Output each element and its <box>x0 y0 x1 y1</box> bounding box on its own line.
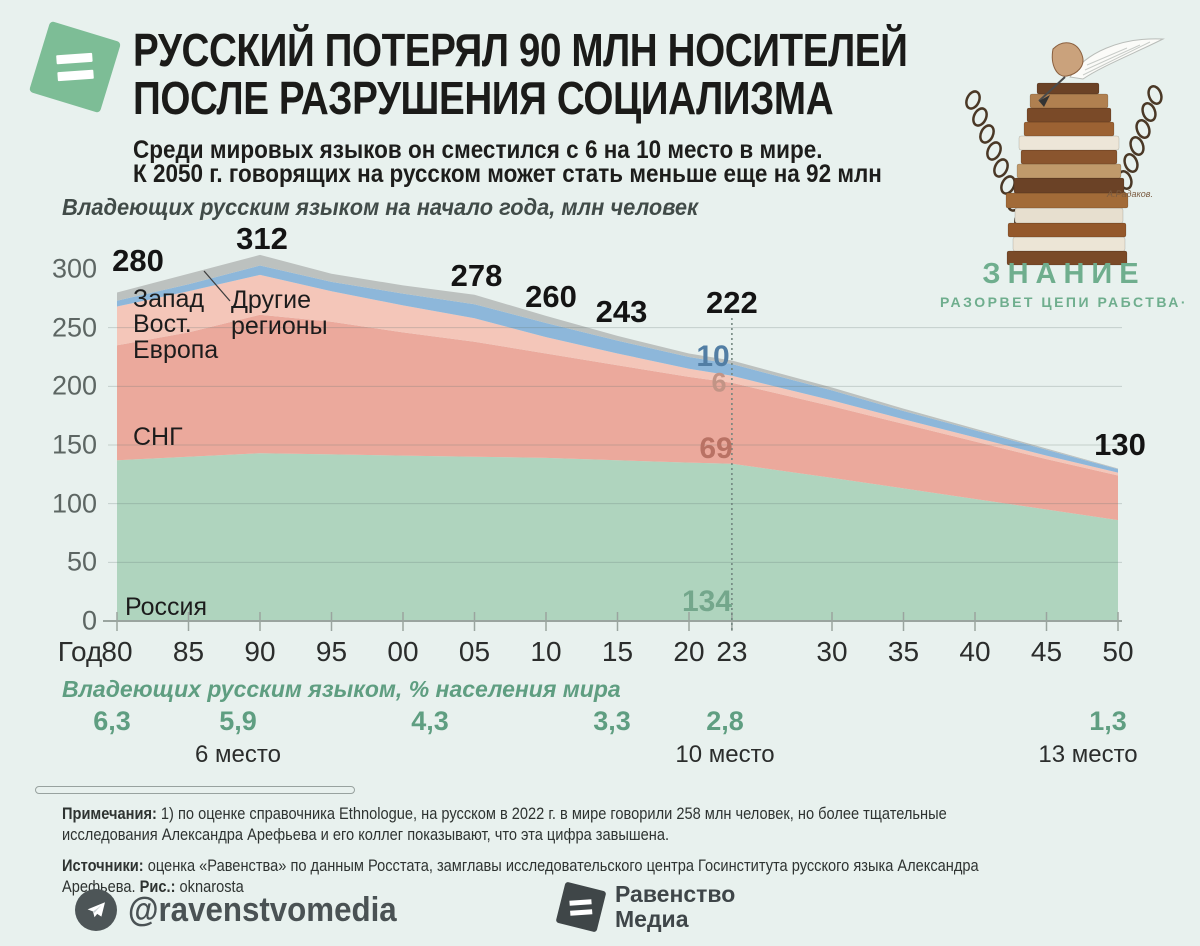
percent-value: 1,3 <box>1089 706 1127 736</box>
quill-and-hand-icon <box>1038 38 1165 107</box>
y-axis-label-250: 250 <box>51 312 97 343</box>
sources-label: Источники: <box>62 856 144 875</box>
layer-label-cis: СНГ <box>133 423 183 451</box>
x-axis-label-85: 85 <box>172 636 205 667</box>
other-regions-pointer-line <box>203 270 231 302</box>
y-axis-label-200: 200 <box>51 370 97 401</box>
area-layer-4 <box>117 254 1118 470</box>
total-label-2050: 130 <box>1094 427 1146 463</box>
sources-paragraph: Источники: оценка «Равенства» по данным … <box>62 856 979 896</box>
subtitle-line-1: Среди мировых языков он сместился с 6 на… <box>133 136 823 164</box>
telegram-icon[interactable] <box>75 889 117 931</box>
callout-value-69: 69 <box>699 432 733 465</box>
x-axis-label-95: 95 <box>315 636 348 667</box>
percent-value: 6,3 <box>93 706 131 736</box>
layer-label-west: Запад <box>133 285 205 313</box>
x-axis-title: Год <box>57 636 103 667</box>
equals-bars-icon <box>569 898 593 916</box>
layer-label-russia: Россия <box>125 593 207 621</box>
x-axis-label-50: 50 <box>1102 636 1134 667</box>
page-subtitle: Среди мировых языков он сместился с 6 на… <box>133 136 882 188</box>
percent-row-title: Владеющих русским языком, % населения ми… <box>62 676 621 702</box>
callout-value-6: 6 <box>711 367 727 398</box>
page-title: РУССКИЙ ПОТЕРЯЛ 90 МЛН НОСИТЕЛЕЙ ПОСЛЕ Р… <box>133 24 908 124</box>
ravenstvo-media-wordmark: Равенство Медиа <box>615 881 736 932</box>
rank-label: 6 место <box>195 741 281 768</box>
layer-label-east-europe: Вост. Европа <box>133 310 219 364</box>
y-axis-label-50: 50 <box>66 546 97 577</box>
title-line-2: ПОСЛЕ РАЗРУШЕНИЯ СОЦИАЛИЗМА <box>133 72 834 124</box>
percent-value: 3,3 <box>593 706 631 736</box>
x-axis-label-30: 30 <box>816 636 848 667</box>
equals-bars-icon <box>56 52 94 82</box>
chart-title: Владеющих русским языком на начало года,… <box>62 194 699 220</box>
x-axis-label-20: 20 <box>673 636 705 667</box>
x-axis-label-00: 00 <box>387 636 419 667</box>
rank-label: 13 место <box>1038 741 1138 768</box>
callout-value-134: 134 <box>681 585 733 618</box>
total-label-1980: 280 <box>112 243 164 279</box>
callout-value-10: 10 <box>696 340 730 373</box>
knowledge-breaks-chains-illustration: А.Радаков. <box>965 38 1165 266</box>
x-axis-label-40: 40 <box>959 636 991 667</box>
x-axis-label-05: 05 <box>458 636 491 667</box>
percent-value: 2,8 <box>706 706 744 736</box>
total-label-1990: 312 <box>236 220 288 256</box>
telegram-handle[interactable]: @ravenstvomedia <box>128 891 397 929</box>
y-axis-label-300: 300 <box>51 253 97 284</box>
area-layer-0 <box>117 453 1118 621</box>
x-axis-label-45: 45 <box>1030 636 1063 667</box>
x-axis-label-35: 35 <box>887 636 920 667</box>
total-label-2023: 222 <box>706 284 758 320</box>
x-axis-label-23: 23 <box>716 636 748 667</box>
percent-value: 4,3 <box>411 706 449 736</box>
book-stack-icon <box>1005 82 1129 266</box>
section-divider <box>35 786 355 794</box>
notes-label: Примечания: <box>62 804 157 823</box>
rank-label: 10 место <box>675 741 775 768</box>
x-axis-label-10: 10 <box>530 636 562 667</box>
telegram-plane-icon <box>87 902 105 918</box>
x-axis-label-80: 80 <box>101 636 133 667</box>
total-label-2005: 278 <box>450 257 503 293</box>
y-axis-label-100: 100 <box>51 488 97 519</box>
x-axis-label-15: 15 <box>601 636 634 667</box>
y-axis-label-0: 0 <box>81 605 97 636</box>
area-layer-2 <box>117 274 1118 476</box>
x-axis-label-90: 90 <box>244 636 276 667</box>
illustration-caption-chains: РАЗОРВЕТ ЦЕПИ РАБСТВА· <box>939 294 1189 310</box>
figure-credit-label: Рис.: <box>139 877 176 896</box>
title-line-1: РУССКИЙ ПОТЕРЯЛ 90 МЛН НОСИТЕЛЕЙ <box>133 24 908 76</box>
illustration-caption-znanie: ЗНАНИЕ <box>982 258 1146 290</box>
subtitle-line-2: К 2050 г. говорящих на русском может ста… <box>133 160 882 188</box>
layer-label-other-regions: Другие регионы <box>231 286 328 340</box>
illustration-signature: А.Радаков. <box>1106 189 1153 199</box>
notes-paragraph: Примечания: 1) по оценке справочника Eth… <box>62 804 947 844</box>
area-layer-1 <box>117 314 1118 521</box>
total-label-2010: 260 <box>525 278 577 314</box>
percent-value: 5,9 <box>219 706 257 736</box>
notes-block: Примечания: 1) по оценке справочника Eth… <box>62 803 999 907</box>
total-label-2015: 243 <box>595 293 648 329</box>
y-axis-label-150: 150 <box>51 429 97 460</box>
